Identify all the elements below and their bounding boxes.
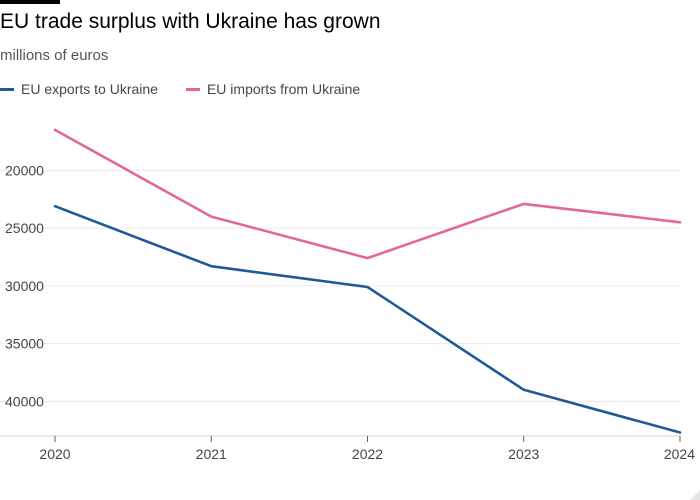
series-line-exports <box>53 204 682 434</box>
legend: EU exports to Ukraine EU imports from Uk… <box>0 79 388 99</box>
y-tick-label-40000: 40000 <box>5 393 44 409</box>
chart-subtitle: millions of euros <box>0 47 109 64</box>
brand-bar <box>0 0 60 4</box>
x-tick-label-2024: 2024 <box>664 446 695 462</box>
x-tick-label-2023: 2023 <box>508 446 539 462</box>
y-tick-label-20000: 20000 <box>5 162 44 178</box>
legend-label-exports: EU exports to Ukraine <box>21 81 158 97</box>
y-tick-label-35000: 35000 <box>5 336 44 352</box>
y-tick-label-25000: 25000 <box>5 220 44 236</box>
legend-item-exports: EU exports to Ukraine <box>0 81 158 97</box>
x-tick-label-2021: 2021 <box>196 446 227 462</box>
y-tick-label-30000: 30000 <box>5 278 44 294</box>
corner-mark <box>690 490 700 500</box>
chart-title: EU trade surplus with Ukraine has grown <box>0 10 381 33</box>
x-tick-label-2020: 2020 <box>39 446 70 462</box>
legend-swatch-exports <box>0 87 14 91</box>
series-line-imports <box>53 128 682 260</box>
x-tick-label-2022: 2022 <box>352 446 383 462</box>
legend-swatch-imports <box>185 87 200 91</box>
legend-item-imports: EU imports from Ukraine <box>185 81 361 97</box>
legend-label-imports: EU imports from Ukraine <box>206 81 361 97</box>
